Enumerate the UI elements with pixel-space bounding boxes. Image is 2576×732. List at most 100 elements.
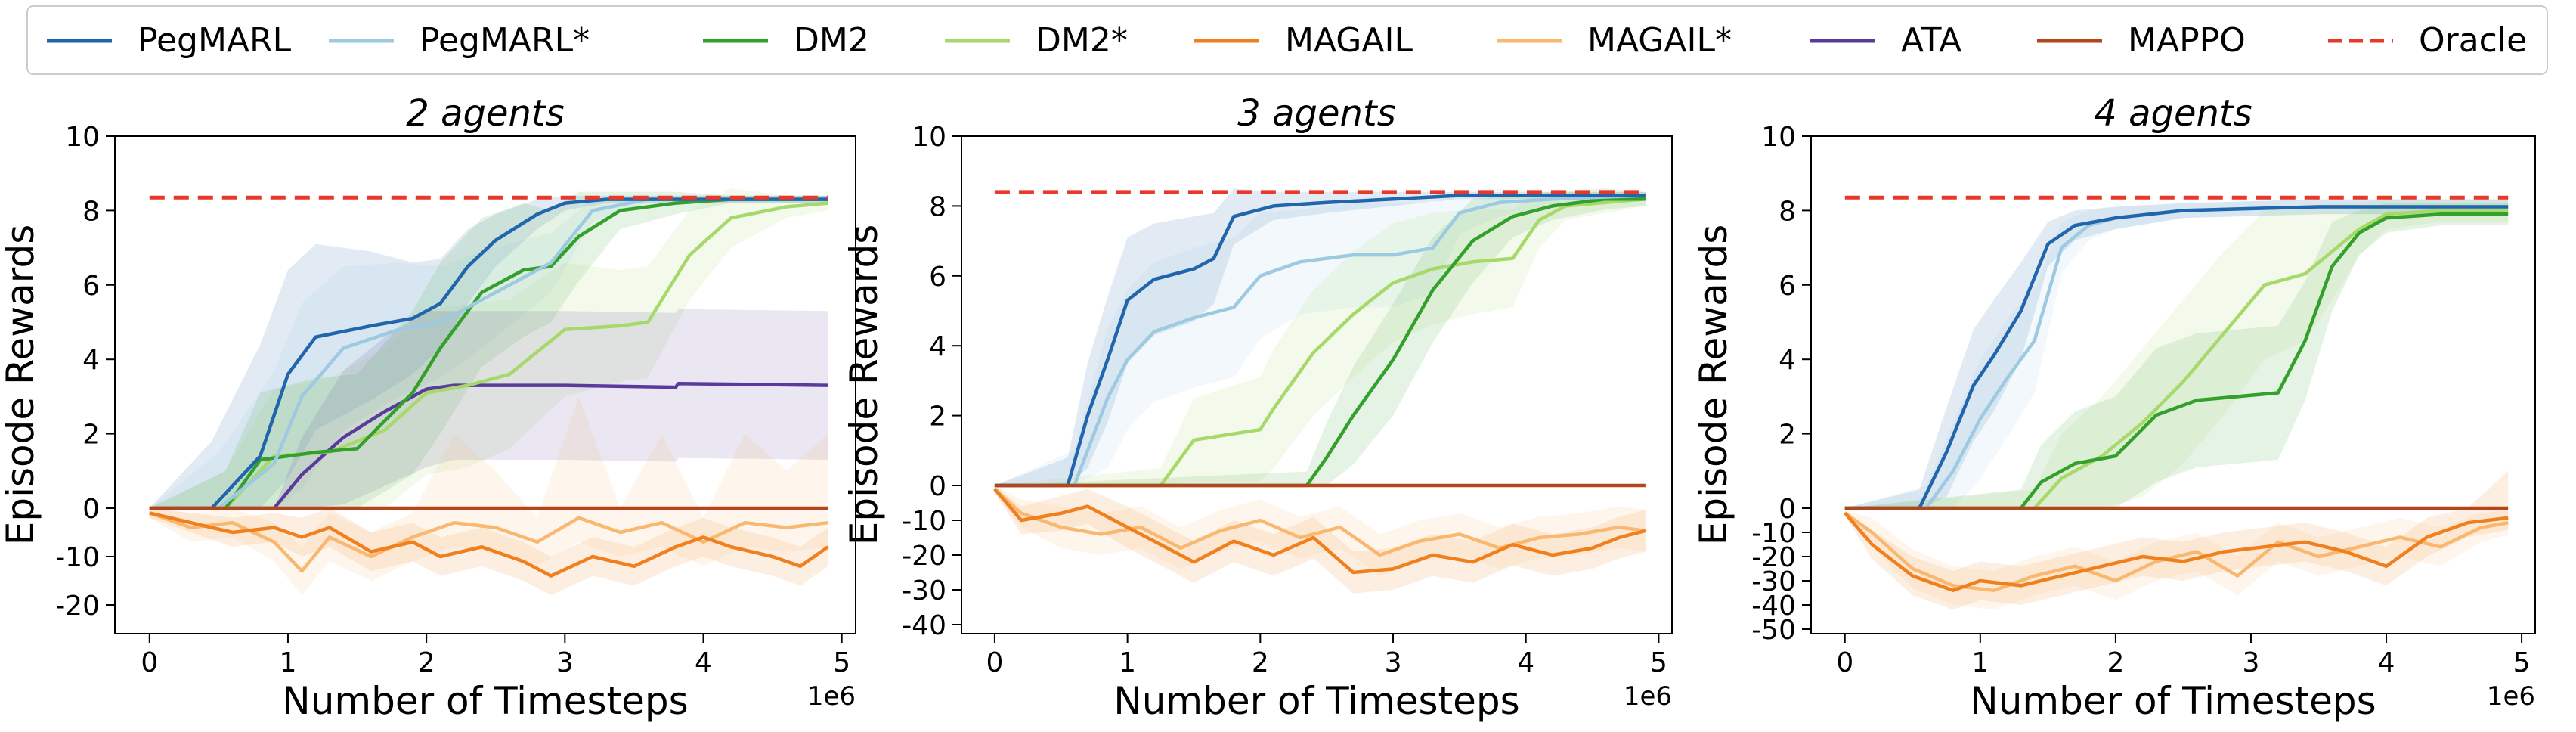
y-tick-label: -20 <box>55 591 100 622</box>
x-multiplier: 1e6 <box>807 681 856 712</box>
series-line-dm2 <box>1844 209 2509 510</box>
series-line-magail <box>993 487 1646 557</box>
y-tick-label: 2 <box>82 420 100 451</box>
y-tick-label: -10 <box>902 506 946 537</box>
y-tick-label: -20 <box>1751 542 1796 573</box>
y-tick-label: -40 <box>902 610 946 641</box>
x-tick-label: 0 <box>141 647 158 678</box>
band-dm2 <box>1844 199 2509 508</box>
y-tick-label: 4 <box>929 331 946 362</box>
y-tick-label: 8 <box>82 196 100 227</box>
y-tick-label: 10 <box>1761 122 1796 153</box>
series-line-dm2 <box>994 197 1646 488</box>
x-axis-label: Number of Timesteps <box>1113 679 1519 723</box>
y-ticks: 10 8 6 4 2 0 -10 -20 <box>55 122 115 622</box>
chart-title: 4 agents <box>2094 92 2252 135</box>
axes-frame <box>114 135 856 634</box>
x-tick-label: 5 <box>1650 647 1667 678</box>
y-tick-label: -30 <box>1751 566 1796 597</box>
series-lines <box>149 195 829 578</box>
legend-label-dm2: DM2 <box>794 21 869 60</box>
y-tick-label: 4 <box>82 345 100 376</box>
y-tick-label: -10 <box>55 542 100 573</box>
series-line-pegmarl <box>149 197 828 510</box>
y-tick-label: 0 <box>82 494 100 525</box>
x-tick-label: 3 <box>1385 647 1402 678</box>
series-line-magail <box>993 488 1646 575</box>
x-tick-label: 1 <box>1119 647 1136 678</box>
band-dm2 <box>149 191 828 509</box>
legend-entry-pegmarl: PegMARL <box>47 21 292 60</box>
band-pegmarl <box>1844 199 2509 508</box>
band-dm2 <box>1844 203 2509 508</box>
x-tick-label: 2 <box>1252 647 1269 678</box>
series-line-dm2 <box>1844 212 2509 510</box>
plot-area <box>961 136 1672 634</box>
series-line-pegmarl <box>994 194 1646 488</box>
legend-entry-oracle: Oracle <box>2328 21 2527 60</box>
series-line-magail <box>149 511 829 578</box>
x-tick-label: 0 <box>986 647 1003 678</box>
y-axis-label: Episode Rewards <box>1692 225 1735 546</box>
x-multiplier: 1e6 <box>2487 681 2535 712</box>
x-tick-label: 4 <box>695 647 712 678</box>
band-dm2 <box>149 188 828 508</box>
x-ticks: 0 1 2 3 4 5 <box>986 634 1667 678</box>
y-tick-label: 2 <box>1779 420 1796 451</box>
x-tick-label: 2 <box>418 647 435 678</box>
y-tick-label: 4 <box>1779 345 1796 376</box>
y-tick-label: -30 <box>902 575 946 606</box>
x-tick-label: 5 <box>2513 647 2531 678</box>
y-tick-label: -40 <box>1751 591 1796 622</box>
series-line-ata <box>149 381 828 510</box>
band-pegmarl <box>994 188 1646 486</box>
legend-label-magail: MAGAIL <box>1285 21 1413 60</box>
band-magail <box>149 396 828 596</box>
legend-label-dm2: DM2* <box>1036 21 1128 60</box>
x-tick-label: 5 <box>833 647 850 678</box>
plot-area <box>1811 136 2535 634</box>
y-tick-label: -20 <box>902 541 946 572</box>
series-line-pegmarl <box>149 197 828 510</box>
band-pegmarl <box>994 188 1646 486</box>
y-tick-label: -10 <box>1751 518 1796 549</box>
legend-entry-dm2: DM2 <box>703 21 869 60</box>
band-magail <box>1844 470 2509 610</box>
axes-frame <box>1810 135 2536 634</box>
band-dm2 <box>994 191 1646 485</box>
x-tick-label: 2 <box>2107 647 2124 678</box>
axes-frame <box>961 135 1673 634</box>
x-tick-label: 3 <box>2243 647 2260 678</box>
legend-entry-ata: ATA <box>1810 21 1961 60</box>
x-multiplier: 1e6 <box>1624 681 1672 712</box>
x-tick-label: 4 <box>2378 647 2395 678</box>
y-tick-label: 2 <box>929 402 946 433</box>
band-pegmarl <box>149 195 828 508</box>
legend-entry-mappo: MAPPO <box>2037 21 2246 60</box>
x-tick-label: 4 <box>1517 647 1534 678</box>
y-tick-label: 6 <box>82 271 100 302</box>
x-axis-label: Number of Timesteps <box>282 679 688 723</box>
y-ticks: 10 8 6 4 2 0 -10 -20-30 -40 <box>902 122 961 641</box>
y-axis-label: Episode Rewards <box>842 225 886 546</box>
y-tick-label: 6 <box>929 262 946 293</box>
legend-label-mappo: MAPPO <box>2128 21 2246 60</box>
x-tick-label: 0 <box>1836 647 1853 678</box>
x-ticks: 0 1 2 3 4 5 <box>1836 634 2531 678</box>
band-magail <box>994 485 1646 594</box>
legend-entry-pegmarl: PegMARL* <box>329 21 590 60</box>
x-axis-label: Number of Timesteps <box>1970 679 2376 723</box>
legend-entry-magail: MAGAIL <box>1194 21 1413 60</box>
legend-entry-magail: MAGAIL* <box>1497 21 1732 60</box>
legend-label-ata: ATA <box>1901 21 1961 60</box>
legend-entry-dm2: DM2* <box>945 21 1128 60</box>
y-tick-label: 10 <box>912 122 946 153</box>
series-lines <box>993 190 1646 575</box>
series-line-magail <box>1844 511 2509 593</box>
